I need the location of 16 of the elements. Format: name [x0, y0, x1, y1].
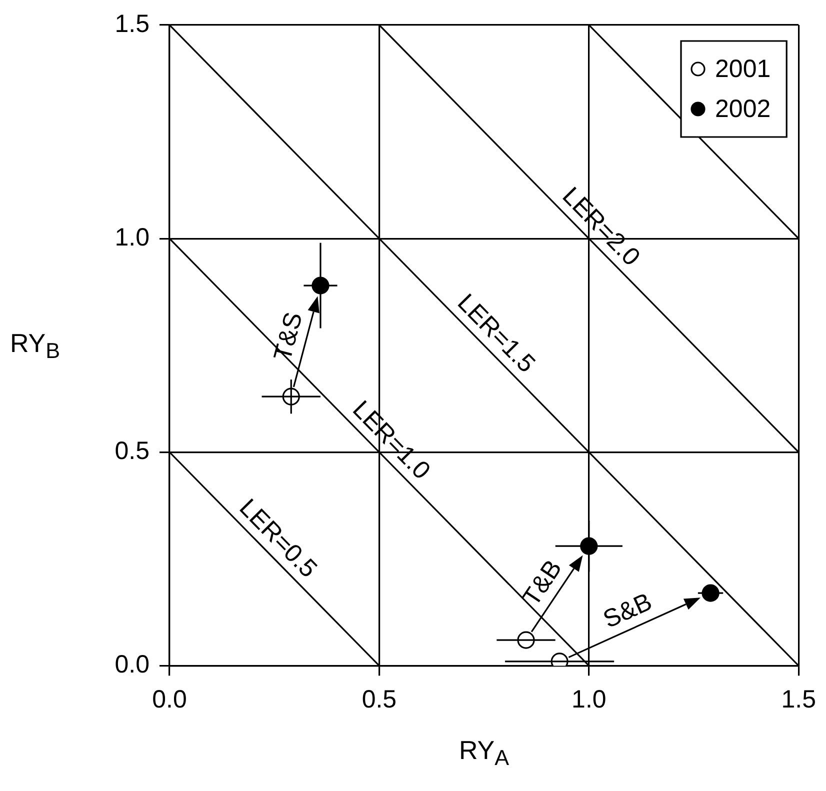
x-tick-label: 1.0: [572, 686, 606, 714]
y-tick-label: 1.5: [114, 10, 150, 38]
y-tick-label: 0.0: [114, 650, 150, 679]
annotation: T&B: [517, 555, 568, 611]
annotation: S&B: [599, 588, 656, 634]
point: [702, 584, 720, 602]
y-tick-label: 0.5: [114, 437, 150, 466]
annotation: T&S: [268, 309, 308, 364]
y-tick-label: 1.0: [114, 223, 150, 252]
x-tick-label: 0.5: [362, 686, 397, 714]
x-axis-title: RY$_{A}$: [458, 735, 510, 772]
x-tick-label: 1.5: [781, 686, 816, 714]
legend-label: 2001: [715, 54, 771, 83]
legend-label: 2002: [715, 94, 771, 123]
x-tick-label: 0.0: [152, 686, 187, 714]
y-axis-title: RY$_{B}$: [10, 328, 60, 364]
